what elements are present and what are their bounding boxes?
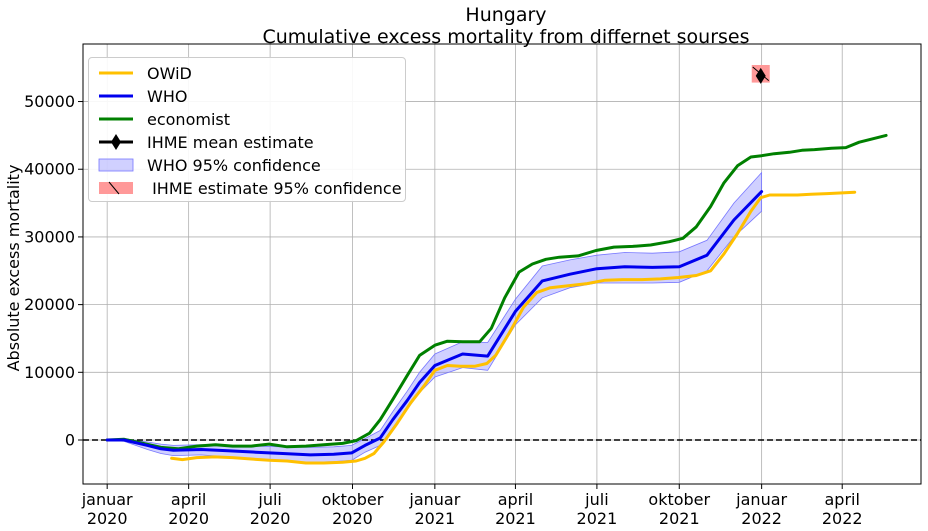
chart-subtitle: Cumulative excess mortality from differn… — [262, 26, 750, 48]
legend: OWiD WHO economist IHME mean estimate WH… — [88, 57, 406, 202]
x-tick-year: 2020 — [250, 509, 291, 528]
x-tick-year: 2021 — [414, 509, 455, 528]
x-tick-label: oktober — [648, 490, 710, 509]
x-tick-label: april — [824, 490, 859, 509]
series-lines — [105, 133, 888, 465]
legend-label-economist: economist — [147, 109, 230, 129]
x-tick-label: januar — [408, 490, 460, 509]
y-tick-label: 30000 — [24, 227, 75, 246]
series-line-economist — [105, 133, 888, 451]
ihme-estimate — [751, 64, 770, 84]
series-line-owid — [170, 190, 857, 465]
plot-frame — [82, 43, 922, 485]
x-tick-year: 2022 — [741, 509, 782, 528]
x-tick-year: 2020 — [87, 509, 128, 528]
x-tick-label: april — [171, 490, 206, 509]
x-tick-year: 2021 — [495, 509, 536, 528]
legend-patch-who-confidence — [98, 158, 134, 172]
legend-item-ihme-confidence: IHME estimate 95% confidence — [97, 177, 402, 199]
x-tick-label: oktober — [322, 490, 384, 509]
legend-label-who-confidence: WHO 95% confidence — [147, 155, 321, 175]
x-tick-year: 2022 — [822, 509, 863, 528]
legend-item-who: WHO — [97, 85, 187, 107]
legend-item-who-confidence: WHO 95% confidence — [97, 154, 321, 176]
x-tick-year: 2021 — [659, 509, 700, 528]
x-tick-label: januar — [81, 490, 133, 509]
legend-line-economist — [99, 117, 133, 121]
y-tick-label: 20000 — [24, 295, 75, 314]
legend-label-owid: OWiD — [147, 63, 192, 83]
x-tick-year: 2021 — [577, 509, 618, 528]
y-tick-label: 50000 — [24, 92, 75, 111]
legend-item-owid: OWiD — [97, 62, 192, 84]
y-tick-label: 10000 — [24, 363, 75, 382]
x-tick-year: 2020 — [332, 509, 373, 528]
ihme-mean-marker — [755, 67, 766, 84]
legend-line-who — [99, 94, 133, 98]
legend-line-owid — [99, 71, 133, 75]
y-axis-ticks: 0 10000 20000 30000 40000 50000 — [24, 92, 83, 450]
x-tick-label: juli — [584, 490, 608, 509]
x-tick-label: januar — [735, 490, 787, 509]
chart-title: Hungary — [465, 4, 547, 26]
x-tick-year: 2020 — [168, 509, 209, 528]
x-tick-label: juli — [257, 490, 281, 509]
legend-label-ihme-mean: IHME mean estimate — [147, 132, 314, 152]
y-tick-label: 0 — [65, 431, 75, 450]
legend-item-ihme-mean: IHME mean estimate — [97, 131, 314, 153]
legend-label-ihme-confidence: IHME estimate 95% confidence — [147, 178, 402, 198]
legend-item-economist: economist — [97, 108, 230, 130]
y-axis-label: Absolute excess mortality — [4, 165, 23, 372]
y-tick-label: 40000 — [24, 160, 75, 179]
legend-diamond-icon — [99, 134, 133, 150]
legend-label-who: WHO — [147, 86, 188, 106]
series-line-who — [105, 190, 764, 457]
legend-patch-ihme-confidence — [99, 181, 133, 195]
x-tick-label: april — [498, 490, 533, 509]
x-axis-ticks: januar2020april2020juli2020oktober2020ja… — [81, 484, 863, 528]
